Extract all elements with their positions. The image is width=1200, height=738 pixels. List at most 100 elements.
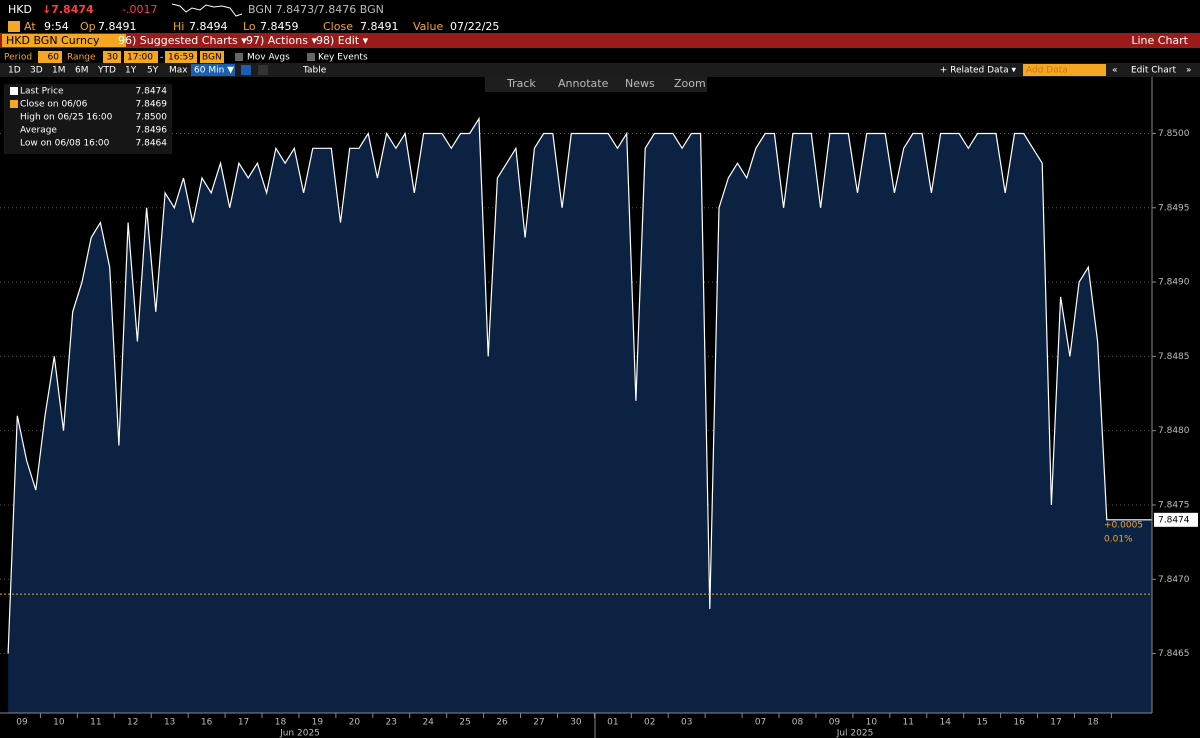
- x-tick-label: 09: [829, 718, 841, 728]
- x-tick-label: 23: [386, 718, 397, 728]
- legend-value: 7.8500: [136, 113, 168, 123]
- y-tick-label: 7.8500: [1158, 129, 1190, 139]
- area: [8, 118, 1153, 714]
- security-box[interactable]: [2, 34, 126, 47]
- legend-swatch: [10, 100, 18, 108]
- quote: BGN 7.8473/7.8476 BGN: [248, 3, 384, 16]
- range-button[interactable]: Max: [169, 66, 188, 76]
- x-tick-label: 27: [533, 718, 544, 728]
- checkbox[interactable]: [235, 53, 243, 61]
- annotation: 0.01%: [1104, 534, 1133, 544]
- menu-item[interactable]: 98) Edit ▾: [316, 34, 369, 47]
- tool-button[interactable]: News: [625, 77, 655, 90]
- stat-value: 7.8491: [98, 20, 137, 33]
- add-data[interactable]: Add Data: [1026, 66, 1068, 76]
- stat-value: 9:54: [44, 20, 69, 33]
- info-icon[interactable]: [8, 21, 20, 32]
- stats: At 9:54 Op 7.8491 Hi 7.8494 Lo 7.8459 Close 7.849…: [24, 20, 499, 33]
- view-name: Line Chart: [1131, 34, 1188, 47]
- legend-value: 7.8496: [136, 126, 168, 136]
- last-price-label: 7.8474: [1158, 515, 1190, 525]
- interval[interactable]: 60 Min ▼: [194, 66, 234, 76]
- x-tick-label: 19: [312, 718, 324, 728]
- range-button[interactable]: 6M: [75, 66, 89, 76]
- legend-box: [4, 84, 172, 154]
- related-data[interactable]: + Related Data ▾: [940, 66, 1017, 76]
- legend-label: Last Price: [20, 87, 64, 97]
- checkbox[interactable]: [307, 53, 315, 61]
- stat-label: At: [24, 20, 36, 33]
- stat-label: Lo: [243, 20, 256, 33]
- x-tick-label: 17: [238, 718, 249, 728]
- tool-button[interactable]: Annotate: [558, 77, 609, 90]
- tool-button[interactable]: Track: [506, 77, 536, 90]
- expand[interactable]: »: [1186, 66, 1192, 76]
- range-button[interactable]: 3D: [30, 66, 43, 76]
- x-tick-label: 09: [16, 718, 28, 728]
- end-time[interactable]: 16:59: [168, 53, 194, 63]
- end-box[interactable]: [165, 51, 197, 63]
- x-tick-label: 26: [496, 718, 508, 728]
- legend: Last Price 7.8474 Close on 06/06 7.8469 High…: [10, 87, 167, 149]
- y-tick-label: 7.8475: [1158, 500, 1190, 510]
- source-box[interactable]: [200, 51, 224, 63]
- key-events[interactable]: Key Events: [318, 53, 368, 63]
- period-box[interactable]: [38, 51, 62, 63]
- range-button[interactable]: 5Y: [147, 66, 159, 76]
- edit-chart[interactable]: Edit Chart: [1131, 66, 1176, 76]
- source[interactable]: BGN: [202, 53, 222, 63]
- icon[interactable]: [258, 65, 268, 75]
- icon[interactable]: [241, 65, 251, 75]
- stat-value: 7.8494: [189, 20, 228, 33]
- x-tick-label: 13: [164, 718, 175, 728]
- x-tick-label: 30: [570, 718, 582, 728]
- range-button[interactable]: 1D: [8, 66, 21, 76]
- change: -.0017: [122, 3, 157, 16]
- range-button[interactable]: 1M: [52, 66, 66, 76]
- legend-label: Close on 06/06: [20, 100, 88, 110]
- period[interactable]: 60: [48, 53, 60, 63]
- security[interactable]: HKD BGN Curncy: [6, 34, 100, 47]
- period-label: Period: [4, 53, 32, 63]
- x-tick-label: 18: [1087, 718, 1099, 728]
- x-tick-label: 18: [275, 718, 287, 728]
- range-button[interactable]: 1Y: [125, 66, 137, 76]
- stat-label: Hi: [173, 20, 184, 33]
- y-tick-label: 7.8490: [1158, 278, 1190, 288]
- range[interactable]: 30: [107, 53, 119, 63]
- price-line: [7, 116, 1152, 654]
- interval-box[interactable]: [191, 64, 235, 76]
- range-label: Range: [67, 53, 96, 63]
- legend-value: 7.8464: [136, 139, 168, 149]
- range-button[interactable]: YTD: [97, 66, 116, 76]
- collapse[interactable]: «: [1112, 66, 1118, 76]
- sparkline: [171, 3, 243, 17]
- legend-value: 7.8469: [136, 100, 168, 110]
- toolbar: [0, 63, 1200, 77]
- add-data-box[interactable]: [1023, 64, 1106, 76]
- x-tick-label: 01: [607, 718, 618, 728]
- annotation: +0.0005: [1104, 520, 1143, 530]
- x-tick-label: 02: [644, 718, 655, 728]
- stat-value: 07/22/25: [450, 20, 499, 33]
- range-box[interactable]: [103, 51, 121, 63]
- range-buttons: 1D 3D 1M 6M YTD 1Y 5Y Max: [8, 66, 188, 76]
- y-tick-label: 7.8465: [1158, 649, 1190, 659]
- stat-label: Op: [80, 20, 96, 33]
- stat-label: Close: [323, 20, 353, 33]
- legend-swatch: [10, 87, 18, 95]
- x-tick-label: 16: [1013, 718, 1025, 728]
- last-price-box: [1154, 512, 1198, 527]
- x-tick-label: 24: [422, 718, 434, 728]
- start-box[interactable]: [124, 51, 158, 63]
- tool-button[interactable]: Zoom: [674, 77, 706, 90]
- x-tick-label: 12: [127, 718, 138, 728]
- table-button[interactable]: Table: [302, 66, 327, 76]
- mov-avgs[interactable]: Mov Avgs: [247, 53, 290, 63]
- ticker: HKD: [8, 3, 32, 16]
- menu-item[interactable]: 96) Suggested Charts ▾: [118, 34, 247, 47]
- start-time[interactable]: 17:00: [127, 53, 153, 63]
- x-tick-label: 25: [459, 718, 470, 728]
- dash: -: [160, 53, 163, 63]
- menu-item[interactable]: 97) Actions ▾: [246, 34, 317, 47]
